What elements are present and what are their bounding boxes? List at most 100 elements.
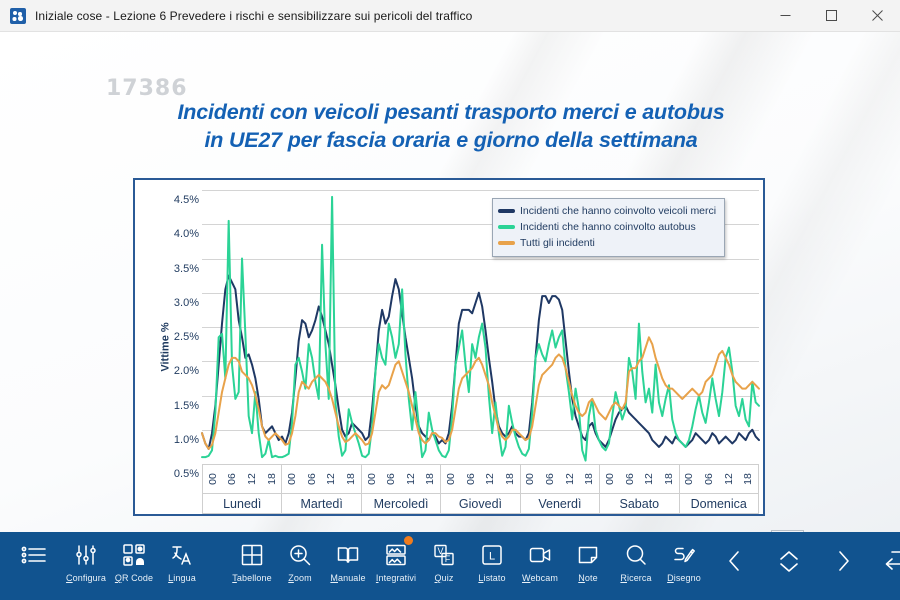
gridline	[202, 292, 759, 294]
etsc-eu-badge	[771, 530, 804, 532]
toolbar-label: Note	[578, 573, 598, 583]
x-tick-hour: 12	[325, 473, 338, 485]
y-tick-label: 4.5%	[173, 194, 199, 206]
toolbar-label: Ricerca	[620, 573, 652, 583]
legend-swatch-0	[498, 209, 515, 213]
legend-label: Incidenti che hanno coinvolto veicoli me…	[520, 205, 717, 217]
toolbar-button-manuale[interactable]: Manuale	[324, 532, 372, 600]
notification-badge	[404, 536, 413, 545]
toolbar-button-tabellone[interactable]: Tabellone	[228, 532, 276, 600]
qrcode-icon	[122, 540, 146, 570]
x-tick-hour: 00	[683, 473, 696, 485]
toolbar-label: Manuale	[330, 573, 366, 583]
toolbar-label: QR Code	[114, 573, 154, 583]
toolbar-label: Zoom	[288, 573, 312, 583]
x-tick-hour: 18	[424, 473, 437, 485]
x-tick-hour: 06	[464, 473, 477, 485]
x-axis-day-label: Domenica	[679, 493, 758, 513]
toolbar-button-disegno[interactable]: Disegno	[660, 532, 708, 600]
x-tick-hour: 00	[603, 473, 616, 485]
toolbar-button-lingua[interactable]: Lingua	[158, 532, 206, 600]
search-icon	[624, 540, 648, 570]
nav-button-chevron-up-down[interactable]	[762, 532, 816, 600]
chevron-left-icon	[724, 546, 746, 576]
x-axis-day-label: Sabato	[600, 493, 679, 513]
maximize-button[interactable]	[808, 0, 854, 32]
title-line-2: in UE27 per fascia oraria e giorno della…	[204, 128, 698, 152]
y-axis-tick-labels: 4.5% 4.0% 3.5% 3.0% 2.5% 2.0% 1.5% 1.0% 0.5%	[155, 190, 199, 480]
x-tick-hour: 12	[246, 473, 259, 485]
nav-button-return-arrow[interactable]	[870, 532, 900, 600]
x-tick-hour: 06	[385, 473, 398, 485]
x-axis-day-label: Venerdì	[520, 493, 600, 513]
legend-item: Incidenti che hanno coinvolto autobus	[498, 219, 716, 235]
toolbar-button-qr-code[interactable]: QR Code	[110, 532, 158, 600]
x-axis-day-group: 00 06 12 18 Martedì	[282, 465, 362, 513]
gridline	[202, 429, 759, 431]
slide-number-watermark: 17386	[106, 76, 188, 101]
close-button[interactable]	[854, 0, 900, 32]
x-tick-hour: 00	[445, 473, 458, 485]
gridline	[202, 395, 759, 397]
x-axis-day-group: 00 06 12 18 Mercoledì	[361, 465, 442, 513]
x-tick-hour: 00	[286, 473, 299, 485]
svg-text:L: L	[489, 551, 495, 563]
x-tick-hour: 00	[524, 473, 537, 485]
x-axis-day-label: Lunedì	[203, 493, 282, 513]
return-arrow-icon	[883, 546, 900, 576]
toolbar-button-configura[interactable]: Configura	[62, 532, 110, 600]
toolbar-button-ricerca[interactable]: Ricerca	[612, 532, 660, 600]
svg-text:V: V	[437, 546, 443, 556]
sliders-icon	[74, 540, 98, 570]
x-axis-day-group: 00 06 12 18 Giovedì	[441, 465, 521, 513]
navigation-group	[708, 532, 900, 600]
toolbar-button-quiz[interactable]: V F Quiz	[420, 532, 468, 600]
x-tick-hour: 06	[226, 473, 239, 485]
x-tick-hour: 06	[305, 473, 318, 485]
chevron-right-icon	[832, 546, 854, 576]
x-axis-day-label: Giovedì	[441, 493, 520, 513]
toolbar-label: Quiz	[434, 573, 454, 583]
grid-icon	[240, 540, 264, 570]
chart-legend: Incidenti che hanno coinvolto veicoli me…	[492, 198, 726, 257]
menu-button[interactable]	[6, 532, 62, 600]
nav-button-chevron-right[interactable]	[816, 532, 870, 600]
y-tick-label: 2.0%	[173, 365, 199, 378]
legend-label: Tutti gli incidenti	[520, 237, 595, 249]
pen-icon	[672, 540, 696, 570]
x-tick-hour: 12	[404, 473, 417, 485]
gridline	[202, 258, 759, 260]
toolbar-button-note[interactable]: Note	[564, 532, 612, 600]
toolbar-button-webcam[interactable]: Webcam	[516, 532, 564, 600]
y-tick-label: 1.5%	[173, 399, 199, 412]
legend-swatch-1	[498, 225, 515, 229]
page-title: Incidenti con veicoli pesanti trasporto …	[95, 98, 807, 154]
window-controls	[762, 0, 900, 32]
nav-button-chevron-left[interactable]	[708, 532, 762, 600]
toolbar-button-zoom[interactable]: Zoom	[276, 532, 324, 600]
toolbar-button-listato[interactable]: L Listato	[468, 532, 516, 600]
toolbar-label: Tabellone	[232, 573, 272, 583]
x-tick-hour: 06	[702, 473, 715, 485]
y-tick-label: 2.5%	[173, 331, 199, 343]
x-axis-day-group: 00 06 12 18 Domenica	[679, 465, 759, 513]
legend-item: Incidenti che hanno coinvolto veicoli me…	[498, 203, 716, 219]
zoom-in-icon	[288, 540, 312, 570]
window-title: Iniziale cose - Lezione 6 Prevedere i ri…	[35, 8, 473, 23]
x-tick-hour: 18	[662, 473, 675, 485]
y-tick-label: 0.5%	[173, 468, 199, 480]
x-axis-day-group: 00 06 12 18 Sabato	[600, 465, 680, 513]
minimize-button[interactable]	[762, 0, 808, 32]
bottom-toolbar: Configura QR Code Lingua Tabellone Zoom Manua…	[0, 532, 900, 600]
toolbar-label: Lingua	[168, 573, 196, 583]
toolbar-label: Configura	[66, 573, 106, 583]
x-tick-hour: 00	[365, 473, 378, 485]
x-tick-hour: 12	[484, 473, 497, 485]
book-icon	[336, 540, 360, 570]
listing-icon: L	[480, 540, 504, 570]
x-axis-day-label: Martedì	[282, 493, 361, 513]
people-icon	[10, 7, 26, 24]
toolbar-button-integrativi[interactable]: Integrativi	[372, 532, 420, 600]
